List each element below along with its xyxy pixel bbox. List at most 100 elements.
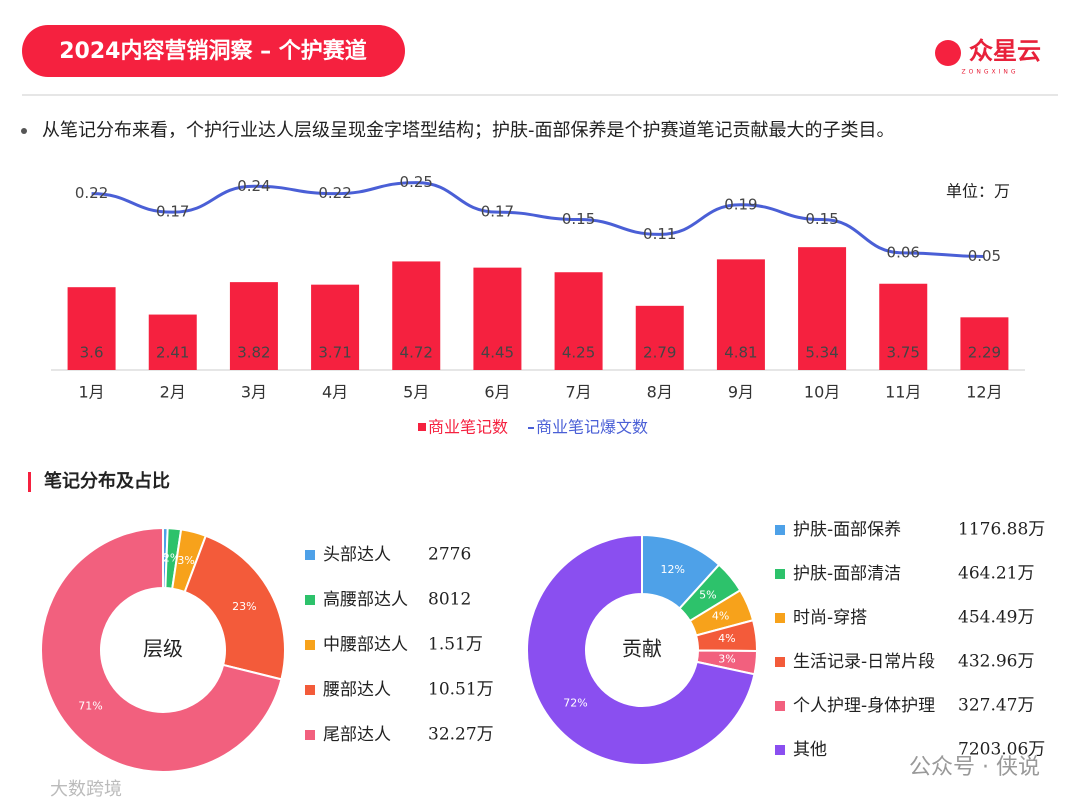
legend-swatch: [775, 569, 785, 579]
legend-swatch: [305, 640, 315, 650]
bar: [716, 259, 765, 370]
legend-label: 个人护理-身体护理: [793, 696, 935, 716]
data-label: 0.17: [481, 203, 514, 221]
legend-value: 1.51万: [428, 635, 483, 655]
x-tick-label: 4月: [322, 383, 348, 402]
legend-swatch: [418, 423, 426, 431]
legend-value: 432.96万: [958, 652, 1034, 672]
data-label: 2.29: [968, 344, 1001, 362]
legend-swatch: [528, 427, 534, 429]
legend-value: 327.47万: [958, 696, 1034, 716]
unit-label: 单位：万: [946, 182, 1010, 201]
bar: [392, 261, 441, 370]
legend-label: 腰部达人: [323, 680, 391, 700]
legend-value: 454.49万: [958, 608, 1034, 628]
bar: [311, 284, 360, 370]
slice: [183, 534, 286, 681]
section-title: 笔记分布及占比: [44, 470, 170, 492]
legend-label: 护肤-面部保养: [793, 520, 901, 540]
legend-label: 头部达人: [323, 545, 391, 565]
data-label: 0.15: [805, 210, 838, 228]
data-label: 4.72: [400, 344, 433, 362]
legend-swatch: [775, 613, 785, 623]
legend-label: 高腰部达人: [323, 590, 408, 610]
logo: 众星云: [969, 37, 1041, 65]
data-label: 0.05: [968, 247, 1001, 265]
legend-swatch: [305, 685, 315, 695]
slice-label: 12%: [660, 563, 684, 576]
legend-swatch: [775, 525, 785, 535]
data-label: 3.75: [887, 344, 920, 362]
data-label: 0.15: [562, 210, 595, 228]
slice-label: 3%: [177, 554, 194, 567]
watermark: 大数跨境: [50, 779, 122, 800]
x-tick-label: 6月: [484, 383, 510, 402]
legend-value: 464.21万: [958, 564, 1034, 584]
legend-swatch: [305, 730, 315, 740]
data-label: 5.34: [805, 344, 838, 362]
bar: [554, 272, 603, 370]
x-tick-label: 3月: [241, 383, 267, 402]
slice-label: 23%: [232, 600, 256, 613]
data-label: 0.06: [887, 243, 920, 261]
data-label: 4.25: [562, 344, 595, 362]
bullet-text: 从笔记分布来看，个护行业达人层级呈现金字塔型结构；护肤-面部保养是个护赛道笔记贡…: [42, 120, 895, 141]
legend-value: 10.51万: [428, 680, 494, 700]
slice: [40, 526, 283, 773]
bar: [960, 317, 1009, 370]
data-label: 0.22: [318, 184, 351, 202]
legend-label: 商业笔记爆文数: [536, 418, 648, 437]
legend-label: 中腰部达人: [323, 635, 408, 655]
data-label: 0.11: [643, 225, 676, 243]
data-label: 3.6: [80, 344, 104, 362]
bullet-dot: [21, 128, 27, 134]
center-label: 层级: [143, 637, 183, 661]
legend-label: 生活记录-日常片段: [793, 652, 935, 672]
bar: [879, 283, 928, 370]
x-tick-label: 1月: [78, 383, 104, 402]
section-bar: [28, 472, 31, 492]
legend-label: 护肤-面部清洁: [793, 564, 901, 584]
slice-label: 4%: [712, 609, 729, 622]
data-label: 0.19: [724, 195, 757, 213]
data-label: 4.81: [724, 344, 757, 362]
legend-value: 1176.88万: [958, 520, 1045, 540]
legend-value: 7203.06万: [958, 740, 1045, 760]
legend-value: 8012: [428, 590, 471, 610]
x-tick-label: 10月: [804, 383, 840, 402]
center-label: 贡献: [622, 637, 662, 661]
legend-value: 2776: [428, 545, 471, 565]
logo-icon: [935, 40, 961, 66]
header-pill: [22, 25, 405, 77]
slice-label: 72%: [563, 697, 587, 710]
line: [91, 181, 985, 259]
x-tick-label: 9月: [728, 383, 754, 402]
data-label: 0.24: [237, 177, 270, 195]
data-label: 0.22: [75, 184, 108, 202]
legend-label: 时尚-穿搭: [793, 608, 867, 628]
legend-value: 32.27万: [428, 725, 494, 745]
header-title: 2024内容营销洞察 – 个护赛道: [59, 38, 367, 64]
slice-label: 5%: [699, 589, 716, 602]
data-label: 4.45: [481, 344, 514, 362]
slice-label: 71%: [78, 700, 102, 713]
legend-swatch: [775, 745, 785, 755]
legend-label: 其他: [793, 740, 827, 760]
data-label: 0.25: [400, 173, 433, 191]
legend-label: 商业笔记数: [428, 418, 508, 437]
logo-sub: ZONGXING: [962, 69, 1019, 76]
legend-swatch: [775, 657, 785, 667]
slice: [526, 533, 756, 766]
data-label: 3.82: [237, 344, 270, 362]
data-label: 0.17: [156, 203, 189, 221]
bar: [67, 287, 116, 370]
bar: [635, 305, 684, 370]
x-tick-label: 8月: [647, 383, 673, 402]
data-label: 3.71: [318, 344, 351, 362]
slice-label: 3%: [718, 652, 735, 665]
x-tick-label: 5月: [403, 383, 429, 402]
data-label: 2.41: [156, 344, 189, 362]
x-tick-label: 7月: [565, 383, 591, 402]
legend-swatch: [305, 550, 315, 560]
